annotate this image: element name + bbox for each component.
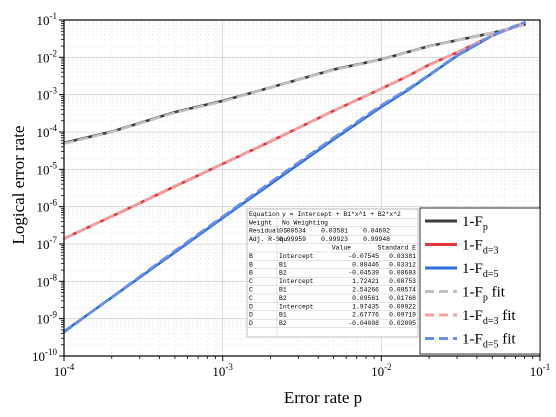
fit-table-param-name: B1: [279, 261, 287, 268]
y-tick-label: 10-8: [37, 272, 58, 289]
fit-table-param-value: 1.72421: [352, 278, 379, 285]
series-line-1-fd-3-fit: [62, 21, 526, 240]
legend-label: 1-Fd=5 fit: [462, 332, 516, 351]
fit-table-param-value: 0.09561: [352, 295, 379, 302]
fit-table-box: [246, 208, 419, 338]
fit-table-r2-label: Adj. R-Squ: [249, 236, 288, 243]
fit-table-param-name: B2: [279, 320, 287, 327]
fit-table-param-se: 0.09922: [389, 303, 416, 310]
y-tick-label: 10-6: [37, 198, 58, 215]
x-tick-label: 10-2: [371, 362, 392, 379]
series-group: [62, 20, 526, 334]
series-line-1-fp-fit: [62, 23, 526, 145]
fit-table-residual-label: Residual S: [249, 228, 288, 235]
fit-table-param-value: 2.67776: [352, 312, 379, 319]
fit-table-param-se: 0.08574: [389, 287, 416, 294]
fit-table-residual-value: 0.04602: [363, 228, 390, 235]
fit-table-param-group: B: [249, 253, 253, 260]
y-axis-title: Logical error rate: [9, 126, 28, 245]
y-tick-label: 10-2: [37, 48, 58, 65]
fit-table-param-se: 0.09719: [389, 312, 416, 319]
fit-table-r2-value: 0.99959: [279, 236, 306, 243]
fit-table-param-group: C: [249, 295, 253, 302]
legend-label: 1-Fd=3 fit: [462, 308, 516, 327]
y-tick-label: 10-3: [37, 86, 58, 103]
y-tick-label: 10-9: [37, 310, 58, 327]
axis-ticks: 10-4 10-3 10-2 10-1 10-10 10-9 10-8 10-7 10-6 10-…: [32, 11, 550, 379]
legend-box: [419, 207, 541, 355]
fit-table-param-name: B1: [279, 287, 287, 294]
fit-table-param-value: 2.54266: [352, 287, 379, 294]
fit-table-equation: y = Intercept + B1*x^1 + B2*x^2: [282, 210, 401, 218]
fit-table-param-value: -0.07545: [348, 253, 379, 260]
fit-table-r2-value: 0.99923: [321, 236, 348, 243]
fit-table-param-name: B1: [279, 312, 287, 319]
x-tick-label: 10-1: [530, 362, 551, 379]
fit-table-r2-value: 0.99948: [363, 236, 390, 243]
fit-table-param-value: -0.04539: [348, 270, 379, 277]
fit-table-se-header: Standard E: [378, 245, 417, 252]
fit-table-param-name: Intercept: [279, 253, 314, 260]
fit-table-weight: No Weighting: [282, 219, 328, 226]
x-tick-label: 10-3: [212, 362, 233, 379]
fit-table-param-name: Intercept: [279, 278, 314, 285]
fit-table-param-value: 1.97435: [352, 303, 379, 310]
y-tick-label: 10-1: [37, 11, 58, 28]
legend-label: 1-Fd=5: [462, 261, 498, 280]
fit-table-param-group: B: [249, 261, 253, 268]
plot-frame: [63, 19, 541, 357]
fit-table-param-group: C: [249, 278, 253, 285]
legend-label: 1-Fp fit: [462, 285, 506, 304]
fit-table-residual-value: 0.03581: [321, 228, 348, 235]
fit-table-param-name: Intercept: [279, 303, 314, 310]
fit-table-param-se: 0.03381: [389, 253, 416, 260]
fit-table-value-header: Value: [332, 245, 351, 252]
fit-table-param-value: 0.88446: [352, 261, 379, 268]
fit-table-param-name: B2: [279, 270, 287, 277]
fit-table-param-group: D: [249, 320, 253, 327]
fit-table-param-se: 0.02005: [389, 320, 416, 327]
fit-table-param-name: B2: [279, 295, 287, 302]
legend-label: 1-Fp: [462, 214, 488, 233]
y-tick-label: 10-7: [37, 235, 58, 252]
fit-table-param-group: B: [249, 270, 253, 277]
fit-table-param-se: 0.00683: [389, 270, 416, 277]
fit-table-residual-value: 0.00534: [279, 228, 306, 235]
fit-table-param-se: 0.01768: [389, 295, 416, 302]
fit-table-equation-label: Equation: [249, 211, 280, 218]
y-tick-label: 10-10: [32, 347, 57, 364]
fit-table-param-value: -0.04008: [348, 320, 379, 327]
x-tick-label: 10-4: [54, 362, 75, 379]
series-line-1-fd-5-fit: [62, 20, 526, 334]
y-tick-label: 10-4: [37, 123, 58, 140]
fit-table-param-group: D: [249, 312, 253, 319]
fit-table-param-se: 0.03312: [389, 261, 416, 268]
y-tick-label: 10-5: [37, 160, 58, 177]
fit-table-param-se: 0.08753: [389, 278, 416, 285]
legend: 1-Fp 1-Fd=3 1-Fd=5 1-Fp fit 1-Fd=3 fit 1-Fd=5…: [419, 207, 541, 355]
fit-table-param-group: D: [249, 303, 253, 310]
legend-label: 1-Fd=3: [462, 238, 498, 257]
fit-results-table: Equation y = Intercept + B1*x^1 + B2*x^2 W…: [246, 208, 419, 338]
fit-table-param-group: C: [249, 287, 253, 294]
x-axis-title: Error rate p: [284, 388, 362, 407]
fit-table-weight-label: Weight: [249, 219, 272, 226]
